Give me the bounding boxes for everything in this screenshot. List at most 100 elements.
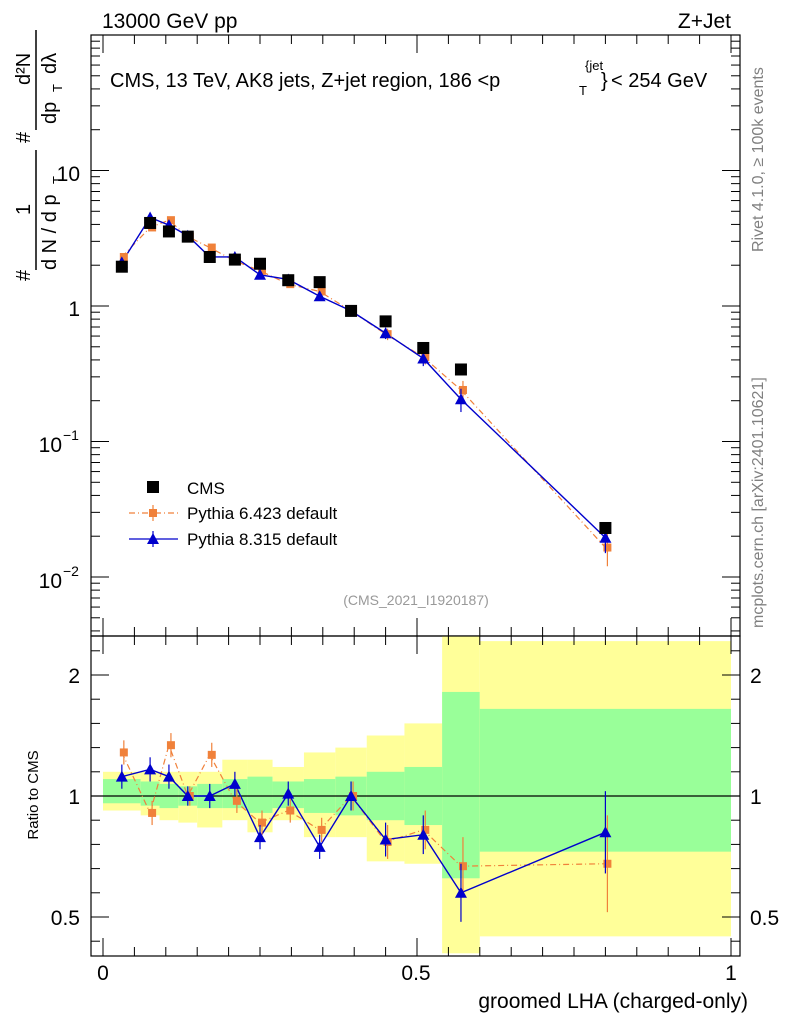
side-rivet: Rivet 4.1.0, ≥ 100k events [750,67,767,252]
ylabel-dlambda: dλ [39,53,61,74]
legend-label-cms: CMS [187,479,225,498]
upper-axis-ticks [91,35,740,636]
ratio-pythia8-point [417,828,430,840]
title-sup: {jet [585,58,603,73]
title-prefix: CMS, 13 TeV, AK8 jets, Z+jet region, 186… [110,70,500,92]
pythia6-point [119,252,128,261]
ratio-band-inner [140,781,160,806]
ratio-pythia8-point [282,787,295,799]
ratio-band-inner [442,691,480,879]
legend-label-pythia6: Pythia 6.423 default [187,504,338,523]
ratio-pythia6-point [166,741,175,750]
ratio-ytick-2-right: 2 [750,665,762,688]
upper-ylabel: # 1 d N / d p T # d²N dp T dλ [13,30,65,281]
ylabel-T-1: T [50,176,65,184]
ratio-pythia8-point [254,831,266,843]
ratio-pythia8-point [313,840,326,852]
side-mcplots: mcplots.cern.ch [arXiv:2401.10621] [750,377,767,628]
pythia8-point [313,290,326,302]
pythia6-point [317,287,326,296]
title-sub: T [579,83,587,98]
ratio-pythia6-point [232,796,241,805]
ratio-pythia8-point [144,763,157,775]
cms-point [454,363,467,376]
cms-point [181,230,194,243]
legend: CMS Pythia 6.423 default Pythia 8.315 de… [129,479,338,549]
ratio-ytick-0.5-right: 0.5 [750,907,779,930]
cms-point [282,274,295,287]
ratio-ytick-0.5-left: 0.5 [51,907,80,930]
ratio-pythia6-point [258,818,266,827]
ratio-ytick-1-left: 1 [68,786,80,809]
title-sup-close: } [601,70,608,92]
ratio-pythia8-point [228,777,241,789]
pythia6-point [207,243,216,252]
ratio-ytick-1-right: 1 [750,786,762,809]
ratio-pythia6-point [421,825,430,834]
ratio-axis-ticks [91,636,740,956]
ylabel-T-2: T [50,84,65,92]
cms-point [228,253,241,266]
title-suffix: < 254 GeV [611,70,708,92]
pythia8-point [454,393,467,405]
pythia8-point [599,531,612,543]
cms-point [379,315,392,328]
ratio-pythia8-point [345,790,358,801]
ylabel-d2N: d²N [13,53,35,85]
ratio-pythia8-point [454,886,467,898]
ratio-pythia6-point [286,806,295,815]
ratio-ylabel: Ratio to CMS [25,750,42,839]
ratio-pythia6-point [148,808,157,817]
ytick-0.1: 10 [39,434,62,457]
ratio-band-inner [247,776,273,813]
cms-point [144,216,157,229]
ylabel-hash-2: # [13,131,35,143]
plot-title: CMS, 13 TeV, AK8 jets, Z+jet region, 186… [110,70,500,92]
ylabel-denominator: d N / d p [39,194,61,270]
ylabel-dp: dp [39,102,61,124]
cms-point [162,225,175,238]
ratio-plot [91,636,740,954]
xaxis-label: groomed LHA (charged-only) [478,990,748,1013]
upper-plot [115,211,612,567]
ytick-0.1-exp: −1 [63,427,79,443]
ratio-pythia8-point [379,833,392,845]
header-left: 13000 GeV pp [102,10,237,33]
ratio-pythia8-point [203,790,216,801]
ratio-pythia6-point [207,750,216,759]
legend-marker-pythia8 [147,533,159,544]
cms-point [345,304,358,317]
header-right: Z+Jet [678,10,731,33]
pythia6-point [603,543,612,552]
legend-label-pythia8: Pythia 8.315 default [187,530,338,549]
ratio-pythia6-point [119,748,128,757]
ylabel-hash-1: # [13,269,35,281]
pythia6-line [121,219,606,548]
cms-point [599,521,612,534]
ytick-0.01-exp: −2 [63,563,79,579]
pythia8-point [417,352,430,364]
xtick-0: 0 [97,962,109,985]
pythia8-point [254,268,266,280]
ratio-pythia8-point [599,826,612,838]
ytick-10: 10 [57,163,80,186]
ratio-pythia6-point [603,859,612,868]
ratio-pythia8-point [115,770,128,782]
cms-point [203,250,216,263]
xtick-0.5: 0.5 [401,962,430,985]
xtick-1: 1 [725,962,737,985]
pythia6-point [458,385,467,394]
ratio-pythia6-point [317,825,326,834]
watermark: (CMS_2021_I1920187) [343,592,489,608]
ylabel-one: 1 [13,204,35,215]
legend-marker-pythia6 [149,509,157,517]
ratio-pythia8-point [162,770,175,782]
pythia8-point [379,327,392,339]
legend-marker-cms [147,481,159,493]
pythia6-point [258,266,266,275]
ytick-0.1-base: 10 [39,434,62,457]
cms-point [115,260,128,273]
cms-point [254,257,266,270]
ytick-0.01: 10 [39,570,62,593]
